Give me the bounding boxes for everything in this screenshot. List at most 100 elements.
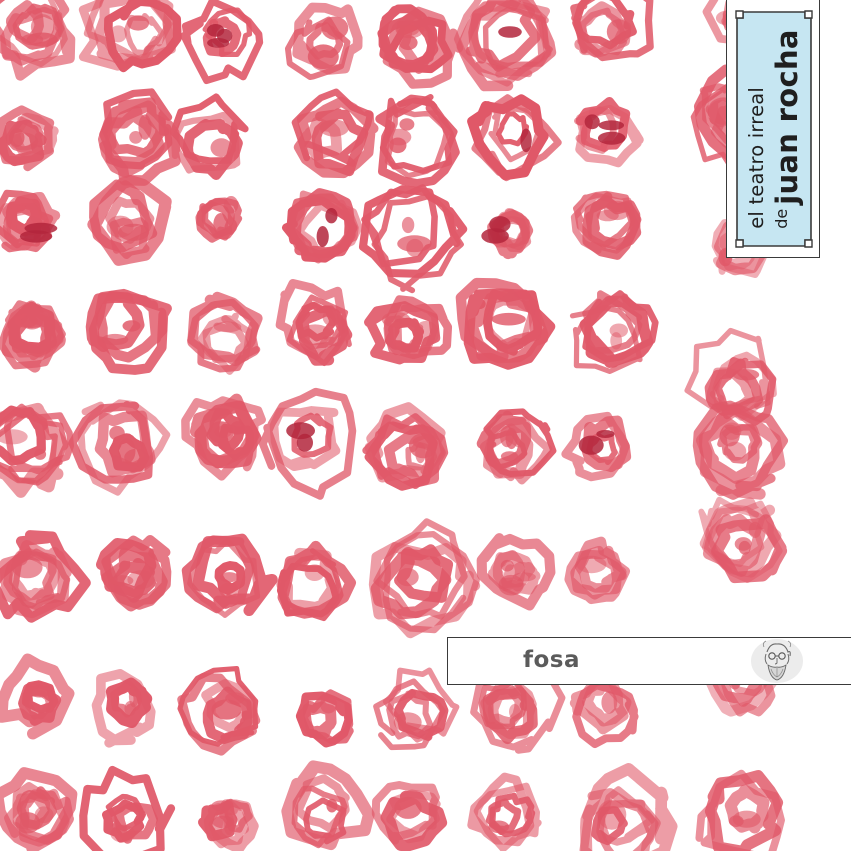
ink-blot (304, 564, 325, 581)
ink-blot (596, 430, 615, 438)
ink-stroke (0, 0, 68, 67)
ink-stroke (79, 765, 176, 851)
ink-blot (748, 521, 762, 539)
ink-blot (219, 572, 239, 583)
ink-stroke (78, 0, 176, 71)
ink-blot (584, 114, 600, 130)
ink-blot (732, 369, 760, 381)
ink-stroke (1, 300, 66, 373)
ink-scribble (91, 669, 156, 748)
ink-stroke (0, 119, 47, 167)
ink-scribble (281, 760, 375, 851)
ink-blot (106, 215, 134, 238)
ink-scribble (564, 536, 631, 605)
ink-blot (401, 216, 415, 234)
ink-scribble (177, 666, 261, 756)
ink-scribble (467, 772, 542, 851)
ink-blot (216, 28, 233, 43)
ink-scribble (481, 208, 534, 260)
ink-blot (396, 568, 419, 587)
ink-scribble (0, 189, 61, 253)
ink-scribble (692, 400, 788, 500)
brand-line-1: el teatro irreal (744, 86, 768, 229)
ink-stroke (12, 3, 65, 50)
ink-stroke (570, 545, 627, 600)
ink-scribble (579, 763, 678, 851)
ink-stroke (197, 312, 253, 375)
ink-blot (500, 451, 519, 462)
ink-stroke (101, 97, 170, 158)
ink-blot (129, 131, 143, 144)
ink-scribble (364, 295, 453, 365)
ink-stroke (375, 94, 460, 188)
ink-scribble (467, 94, 562, 182)
ink-blot (520, 128, 532, 153)
ink-stroke (569, 305, 643, 374)
ink-blot (138, 114, 152, 140)
ink-blot (399, 118, 415, 131)
ink-blot (219, 582, 239, 599)
ink-stroke (484, 290, 536, 350)
ink-scribble (570, 190, 642, 260)
ink-stroke (572, 681, 639, 749)
ink-stroke (293, 96, 379, 179)
ink-scribble (295, 689, 354, 748)
ink-stroke (368, 542, 481, 639)
ink-scribble (0, 530, 91, 623)
ink-stroke (714, 357, 777, 426)
ink-scribble (79, 765, 176, 851)
ink-blot (381, 311, 411, 328)
ink-stroke (466, 290, 549, 364)
ink-blot (307, 44, 339, 69)
ink-stroke (579, 788, 661, 851)
album-title: fosa (523, 647, 581, 673)
ink-scribble (455, 277, 556, 370)
ink-stroke (91, 669, 156, 748)
ink-stroke (200, 197, 243, 241)
ink-stroke (77, 399, 171, 496)
ink-blot (393, 712, 422, 733)
ink-blot (127, 570, 155, 589)
ink-stroke (574, 536, 627, 593)
ink-blot (109, 425, 125, 441)
ink-scribble (181, 393, 266, 481)
ink-scribble (78, 0, 182, 73)
ink-blot (509, 704, 521, 720)
ink-blot (721, 422, 742, 440)
ink-blot (211, 800, 232, 812)
ink-stroke (386, 689, 434, 740)
ink-stroke (702, 513, 766, 577)
ink-blot (21, 313, 43, 330)
ink-blot (15, 812, 41, 834)
ink-stroke (291, 785, 348, 849)
ink-stroke (1, 205, 54, 253)
ink-blot (734, 537, 752, 551)
ink-stroke (473, 782, 542, 851)
ink-stroke (371, 781, 440, 845)
ink-stroke (476, 533, 556, 611)
ink-scribble (0, 105, 59, 172)
ink-stroke (711, 514, 788, 584)
ink-blot (408, 433, 438, 459)
ink-blot (723, 441, 747, 461)
ink-blot (512, 572, 536, 582)
ink-scribble (476, 533, 556, 611)
ink-blot (110, 575, 134, 587)
ink-scribble (276, 540, 356, 622)
ink-scribble (569, 290, 659, 374)
ink-blot (223, 812, 235, 836)
ink-blot (603, 200, 631, 221)
ink-blot (27, 681, 53, 698)
ink-blot (321, 16, 349, 40)
ink-blot (34, 806, 54, 823)
bearded-face-portrait-icon (751, 639, 803, 683)
ink-blot (609, 323, 628, 338)
ink-stroke (489, 792, 536, 838)
ink-scribble (180, 0, 264, 85)
ink-stroke (99, 88, 173, 170)
ink-scribble (68, 399, 171, 496)
ink-stroke (89, 179, 158, 253)
ink-blot (732, 810, 761, 828)
ink-blot (606, 19, 631, 45)
